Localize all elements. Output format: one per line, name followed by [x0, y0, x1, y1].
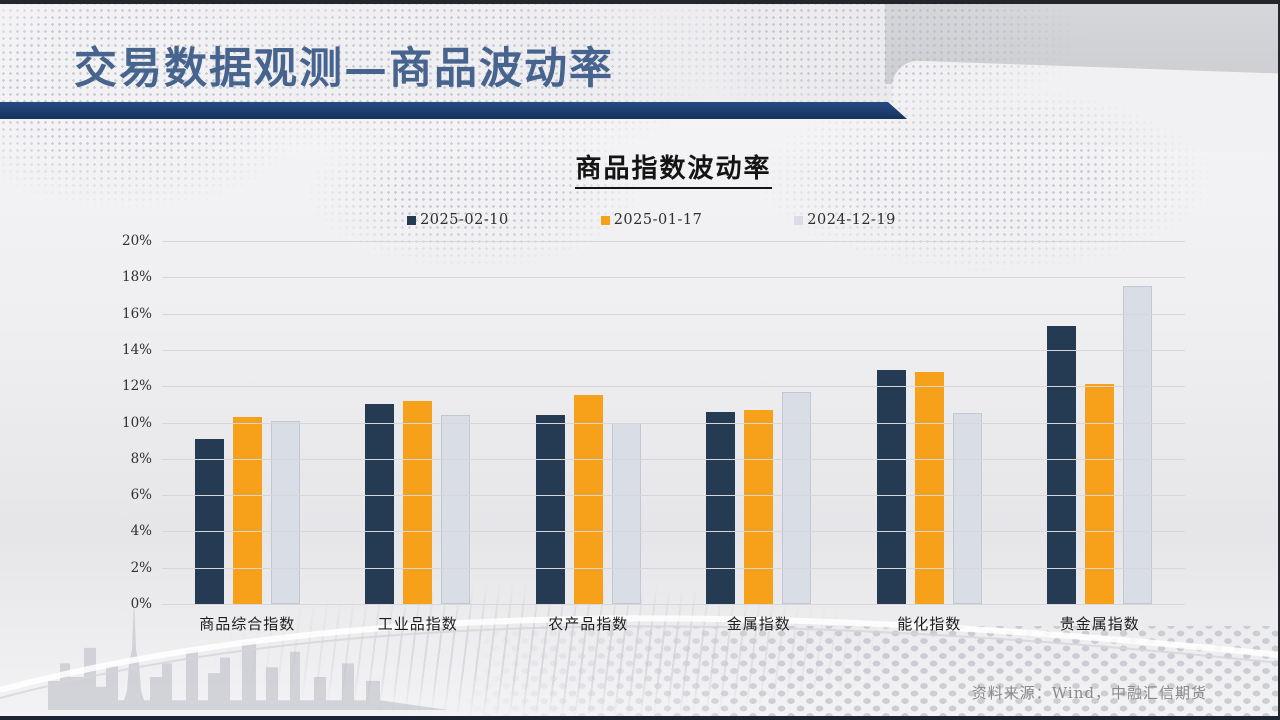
right-border	[1278, 0, 1280, 720]
chart-legend: 2025-02-10 2025-01-17 2024-12-19	[140, 212, 1163, 228]
bar	[611, 422, 641, 604]
bar	[573, 395, 603, 604]
y-axis-tick-label: 2%	[130, 559, 152, 576]
bar	[403, 400, 433, 604]
y-axis-tick-label: 14%	[121, 341, 152, 358]
x-axis-category-label: 农产品指数	[548, 615, 629, 633]
gridline	[162, 349, 1185, 351]
y-axis-tick-label: 4%	[130, 523, 152, 540]
bottom-border	[0, 716, 1280, 720]
legend-swatch-icon	[407, 215, 417, 225]
y-axis-tick-label: 8%	[130, 450, 152, 467]
y-axis-tick-label: 18%	[121, 269, 152, 286]
source-note: 资料来源：Wind，中融汇信期货	[971, 684, 1207, 702]
bar	[270, 420, 300, 604]
x-axis-category-label: 贵金属指数	[1059, 615, 1140, 633]
x-axis-category-label: 能化指数	[897, 615, 962, 633]
gridline	[162, 422, 1185, 424]
gridline	[162, 277, 1185, 279]
y-axis-tick-label: 16%	[121, 305, 152, 322]
bar-group	[503, 241, 674, 604]
bar-group	[162, 241, 333, 604]
y-axis-tick-label: 12%	[121, 378, 152, 395]
y-axis-tick-label: 0%	[130, 596, 152, 612]
gridline	[162, 313, 1185, 315]
x-axis-category-label: 商品综合指数	[199, 615, 296, 633]
top-border	[0, 0, 1280, 4]
gridline	[162, 458, 1185, 460]
legend-swatch-icon	[600, 215, 610, 225]
bar	[441, 415, 471, 604]
bar-group	[1015, 241, 1186, 604]
bar	[1123, 286, 1153, 604]
legend-item: 2024-12-19	[794, 212, 896, 228]
x-axis-category-label: 工业品指数	[377, 615, 458, 633]
gridline	[162, 241, 1185, 242]
page-title: 交易数据观测—商品波动率	[74, 44, 614, 94]
bar-group	[844, 241, 1015, 604]
x-axis-labels: 商品综合指数 工业品指数 农产品指数 金属指数 能化指数 贵金属指数	[162, 613, 1185, 634]
gridline	[162, 567, 1185, 569]
bar	[876, 369, 906, 604]
bar	[914, 371, 944, 604]
chart-title: 商品指数波动率	[162, 148, 1185, 189]
legend-swatch-icon	[794, 215, 804, 225]
y-axis-tick-label: 20%	[121, 233, 152, 249]
chart-plot-area: 0% 2% 4% 6% 8% 10% 12% 14% 16% 18% 20%	[122, 233, 1185, 612]
bar	[535, 415, 565, 604]
bar	[1047, 326, 1077, 604]
bar	[194, 438, 224, 604]
bar	[744, 409, 774, 604]
bar	[365, 404, 395, 604]
bar	[782, 391, 812, 604]
y-axis-tick-label: 6%	[130, 487, 152, 504]
header-divider-bar	[0, 102, 907, 119]
legend-label: 2025-02-10	[420, 212, 509, 228]
legend-label: 2025-01-17	[613, 212, 703, 228]
legend-label: 2024-12-19	[807, 212, 896, 228]
legend-item: 2025-02-10	[407, 212, 509, 228]
gridline	[162, 386, 1185, 388]
gridline	[162, 531, 1185, 533]
gridline	[162, 604, 1185, 605]
bar-group	[333, 241, 504, 604]
bar	[232, 417, 262, 604]
bar	[706, 411, 736, 604]
gridline	[162, 495, 1185, 497]
legend-item: 2025-01-17	[600, 212, 703, 228]
bar	[952, 413, 982, 604]
bar-groups	[162, 241, 1185, 604]
y-axis-tick-label: 10%	[121, 414, 152, 431]
bar	[1085, 384, 1115, 604]
x-axis-category-label: 金属指数	[726, 615, 791, 633]
